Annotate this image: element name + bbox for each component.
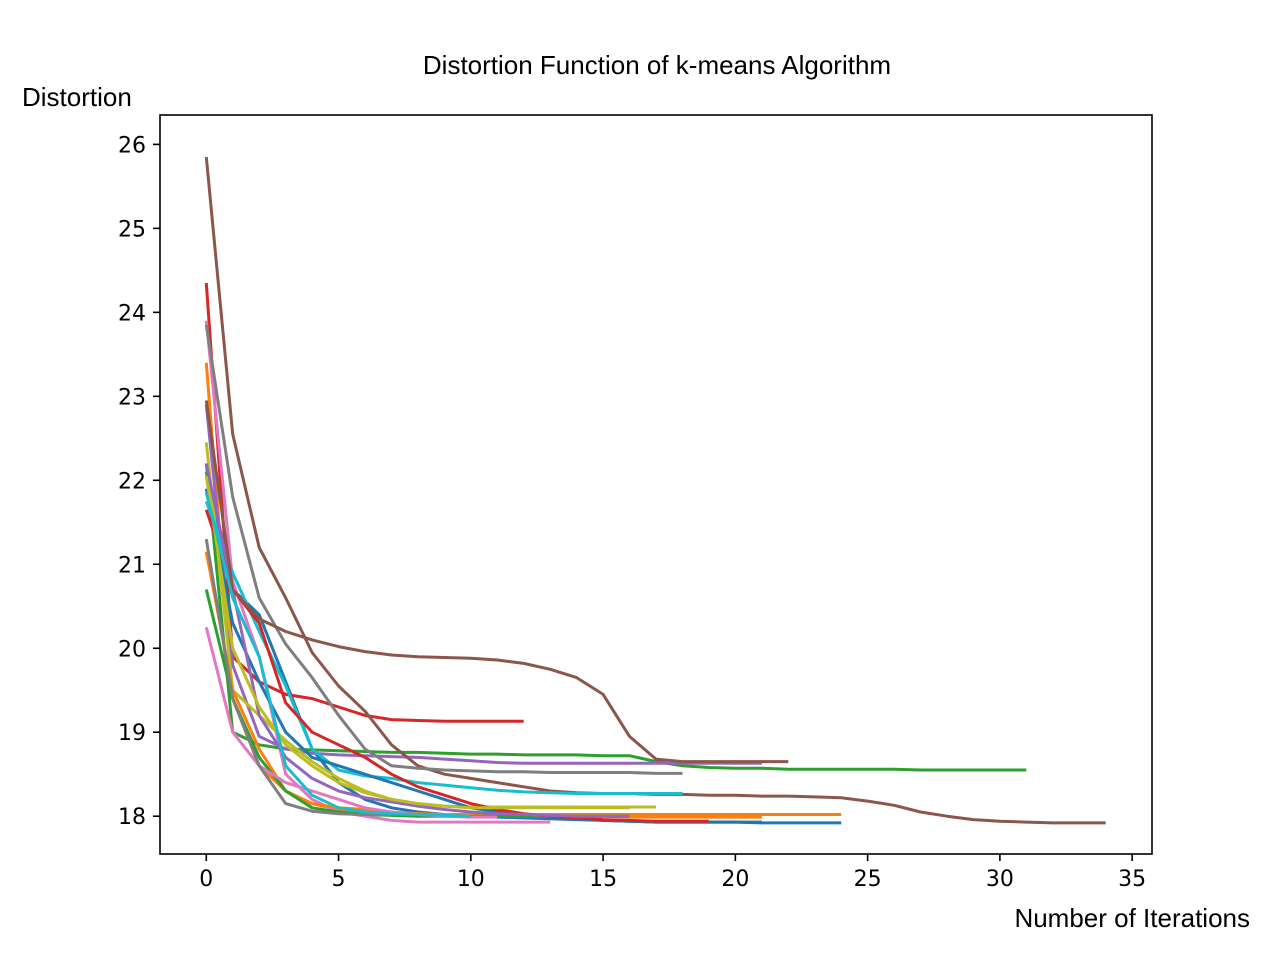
y-tick-label: 26	[118, 133, 146, 158]
series-line-5	[204, 404, 762, 765]
y-tick-label: 24	[118, 301, 146, 326]
x-tick-label: 0	[199, 867, 213, 892]
series-line-14	[204, 509, 709, 823]
series-line-20	[204, 492, 471, 818]
y-tick-label: 20	[118, 637, 146, 662]
series-line-4	[204, 282, 524, 723]
series-group	[204, 156, 1106, 825]
x-axis: 0 5 10 15 20 25 30 35	[199, 854, 1146, 892]
x-tick-label: 20	[721, 867, 749, 892]
x-tick-label: 5	[332, 867, 346, 892]
y-axis-label: Distortion	[22, 82, 132, 112]
y-tick-label: 23	[118, 385, 146, 410]
y-tick-label: 22	[118, 469, 146, 494]
series-line-16	[204, 400, 789, 764]
x-tick-label: 30	[986, 867, 1014, 892]
chart-title: Distortion Function of k-means Algorithm	[423, 50, 891, 80]
series-line-18	[204, 538, 392, 816]
y-axis: 18 19 20 21 22 23 24 25 26	[118, 133, 160, 830]
series-line-15	[204, 463, 630, 818]
x-tick-label: 15	[589, 867, 617, 892]
series-line-10	[204, 500, 683, 795]
series-line-8	[204, 324, 683, 775]
series-line-3	[204, 463, 1027, 772]
y-tick-label: 18	[118, 805, 146, 830]
x-tick-label: 35	[1118, 867, 1146, 892]
y-tick-label: 21	[118, 553, 146, 578]
x-tick-label: 10	[457, 867, 485, 892]
y-tick-label: 25	[118, 217, 146, 242]
y-tick-label: 19	[118, 721, 146, 746]
series-line-6	[204, 156, 1106, 825]
x-tick-label: 25	[854, 867, 882, 892]
x-axis-label: Number of Iterations	[1014, 903, 1250, 933]
plot-frame	[159, 114, 1153, 855]
